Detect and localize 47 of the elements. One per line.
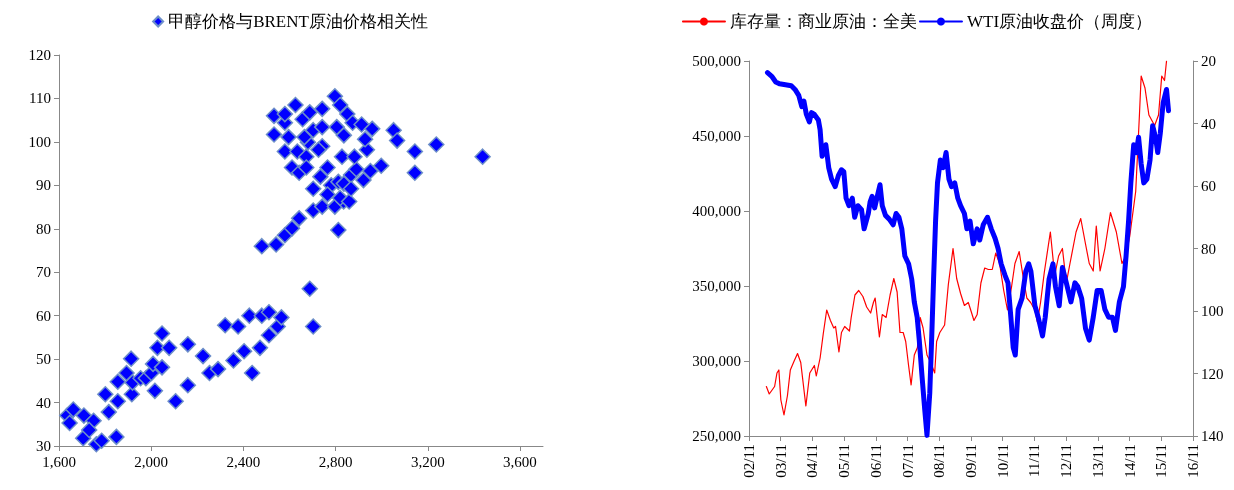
x-tick-label: 07/11 <box>899 444 916 478</box>
x-tick-label: 10/11 <box>994 444 1011 478</box>
y-tick-label: 60 <box>36 307 51 324</box>
x-tick-label: 1,600 <box>42 453 76 470</box>
y-tick-label: 120 <box>28 47 51 63</box>
x-tick-label: 09/11 <box>963 444 979 478</box>
legend-label: WTI原油收盘价（周度） <box>966 12 1153 31</box>
y2-tick-label: 100 <box>1201 303 1224 319</box>
x-tick-label: 14/11 <box>1121 444 1138 478</box>
y2-tick-label: 80 <box>1201 240 1216 257</box>
x-tick-label: 2,400 <box>226 453 261 470</box>
y-tick-label: 90 <box>36 177 51 194</box>
legend-label: 库存量：商业原油：全美 <box>729 12 917 31</box>
y-tick-label: 500,000 <box>692 53 741 69</box>
y-tick-label: 70 <box>36 264 51 281</box>
y-tick-label: 110 <box>29 90 51 107</box>
x-tick-label: 3,600 <box>503 453 537 470</box>
x-tick-label: 03/11 <box>772 444 789 478</box>
x-tick-label: 06/11 <box>867 444 884 478</box>
x-tick-label: 2,000 <box>134 453 169 470</box>
y-tick-label: 80 <box>36 220 51 237</box>
x-tick-label: 12/11 <box>1058 444 1075 478</box>
y2-tick-label: 120 <box>1201 365 1224 382</box>
x-tick-label: 02/11 <box>741 444 757 478</box>
x-tick-label: 16/11 <box>1185 444 1201 478</box>
y-tick-label: 40 <box>36 394 51 411</box>
y-tick-label: 450,000 <box>692 128 741 144</box>
y-tick-label: 50 <box>36 351 51 368</box>
y-tick-label: 100 <box>28 133 51 150</box>
x-tick-label: 3,200 <box>410 453 445 470</box>
x-tick-label: 2,800 <box>318 453 353 470</box>
y2-tick-label: 60 <box>1201 178 1216 194</box>
x-tick-label: 15/11 <box>1153 444 1170 478</box>
y-tick-label: 250,000 <box>692 428 741 444</box>
y2-tick-label: 20 <box>1201 53 1216 69</box>
legend-label: 甲醇价格与BRENT原油价格相关性 <box>168 12 428 31</box>
y2-tick-label: 140 <box>1201 428 1224 444</box>
y-tick-label: 30 <box>36 438 51 454</box>
x-tick-label: 05/11 <box>836 444 853 478</box>
x-tick-label: 13/11 <box>1089 444 1106 478</box>
y-tick-label: 350,000 <box>692 278 741 294</box>
y-tick-label: 400,000 <box>692 203 741 219</box>
x-tick-label: 04/11 <box>804 444 821 478</box>
y-tick-label: 300,000 <box>692 353 741 369</box>
x-tick-label: 11/11 <box>1026 444 1043 478</box>
y2-tick-label: 40 <box>1201 115 1216 132</box>
x-tick-label: 08/11 <box>931 444 948 478</box>
